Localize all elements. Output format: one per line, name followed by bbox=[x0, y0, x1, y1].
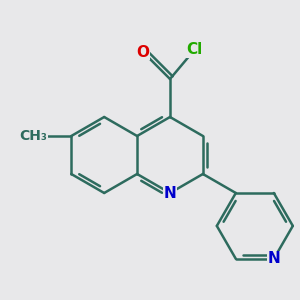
Text: N: N bbox=[164, 185, 176, 200]
Text: CH₃: CH₃ bbox=[19, 129, 47, 143]
Text: O: O bbox=[136, 45, 150, 60]
Text: Cl: Cl bbox=[186, 42, 203, 57]
Text: N: N bbox=[267, 251, 280, 266]
